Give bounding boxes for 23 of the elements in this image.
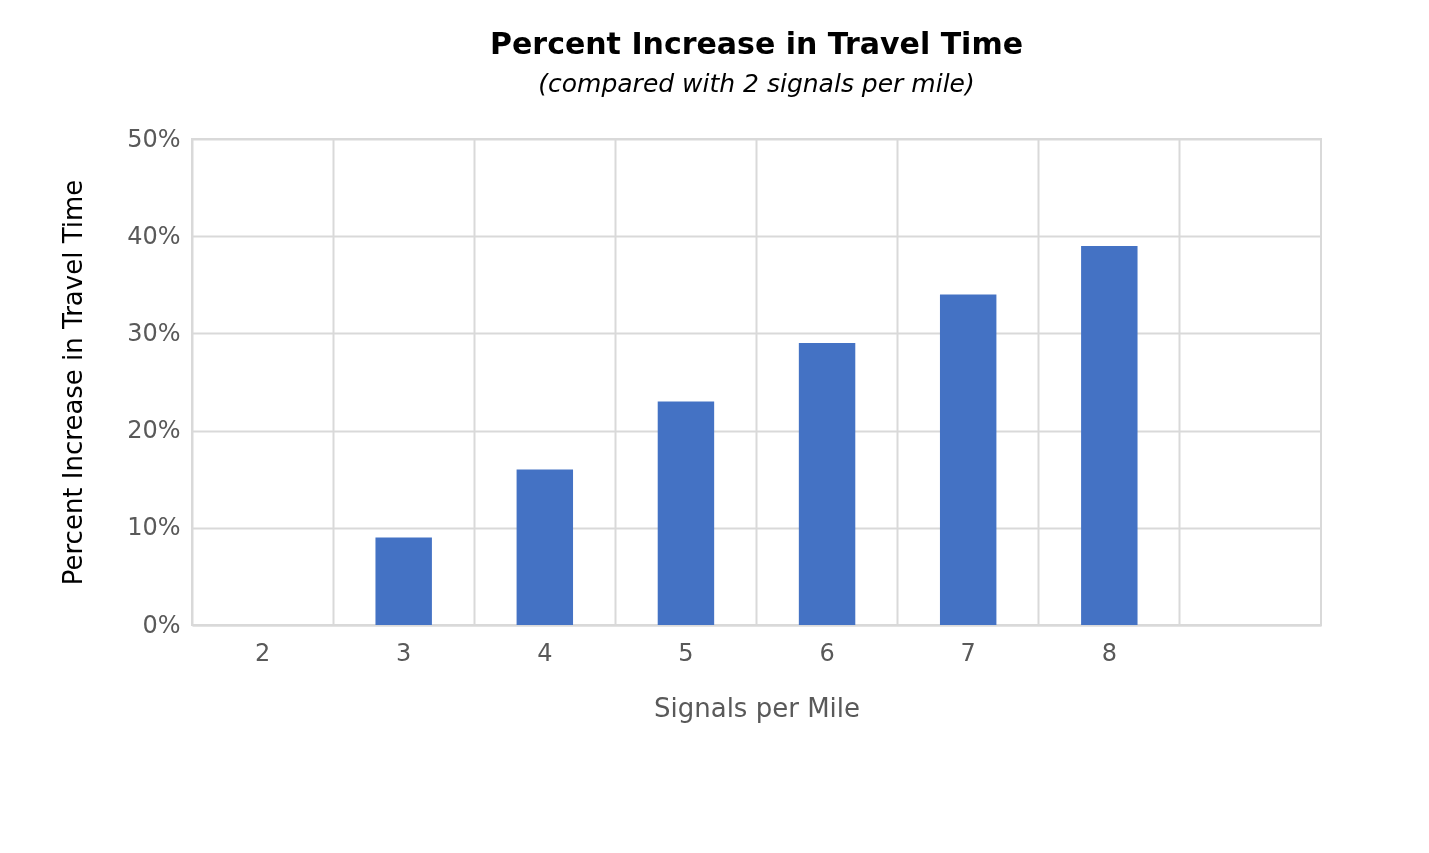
bar xyxy=(657,401,715,625)
y-tick-label: 10% xyxy=(127,513,181,542)
y-axis-title: Percent Increase in Travel Time xyxy=(58,179,89,586)
y-tick-label: 40% xyxy=(127,221,181,250)
x-tick-label: 6 xyxy=(819,638,835,667)
x-tick-label: 7 xyxy=(960,638,976,667)
x-tick-label: 3 xyxy=(396,638,412,667)
bar xyxy=(516,469,574,625)
bar xyxy=(939,294,997,625)
y-tick-label: 0% xyxy=(142,610,181,639)
chart-title: Percent Increase in Travel Time xyxy=(489,26,1024,61)
x-tick-label: 2 xyxy=(254,638,271,667)
x-axis-title: Signals per Mile xyxy=(653,692,861,723)
bar xyxy=(375,537,432,625)
x-tick-label: 5 xyxy=(678,638,694,667)
y-tick-label: 30% xyxy=(127,318,181,347)
bar xyxy=(1081,245,1138,625)
chart-subtitle: (compared with 2 signals per mile) xyxy=(538,69,975,98)
y-tick-label: 20% xyxy=(127,416,181,445)
x-tick-label: 4 xyxy=(537,638,553,667)
bar xyxy=(798,343,856,625)
x-tick-label: 8 xyxy=(1101,638,1117,667)
y-tick-label: 50% xyxy=(127,124,181,153)
